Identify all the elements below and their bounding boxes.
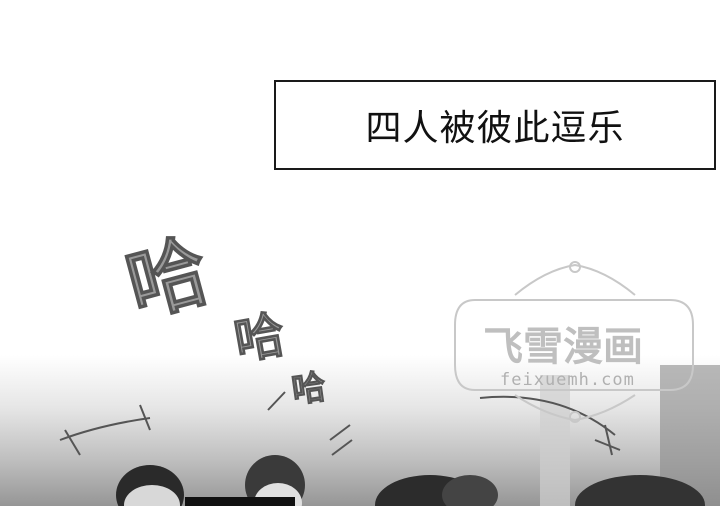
laugh-sfx-large: 哈 xyxy=(117,223,218,334)
watermark: 飞雪漫画 feixuemh.com xyxy=(454,261,694,423)
motion-lines xyxy=(59,391,621,456)
watermark-frame xyxy=(454,261,694,423)
laugh-sfx-small: 哈 xyxy=(289,367,328,411)
watermark-title: 飞雪漫画 xyxy=(483,324,643,370)
panel-photo xyxy=(0,355,720,510)
watermark-url: feixuemh.com xyxy=(500,370,635,390)
laugh-sfx-medium: 哈 xyxy=(230,305,289,371)
caption-text: 四人被彼此逗乐 xyxy=(365,108,625,149)
caption-box: 四人被彼此逗乐 xyxy=(274,80,716,170)
people-silhouettes xyxy=(116,365,720,510)
